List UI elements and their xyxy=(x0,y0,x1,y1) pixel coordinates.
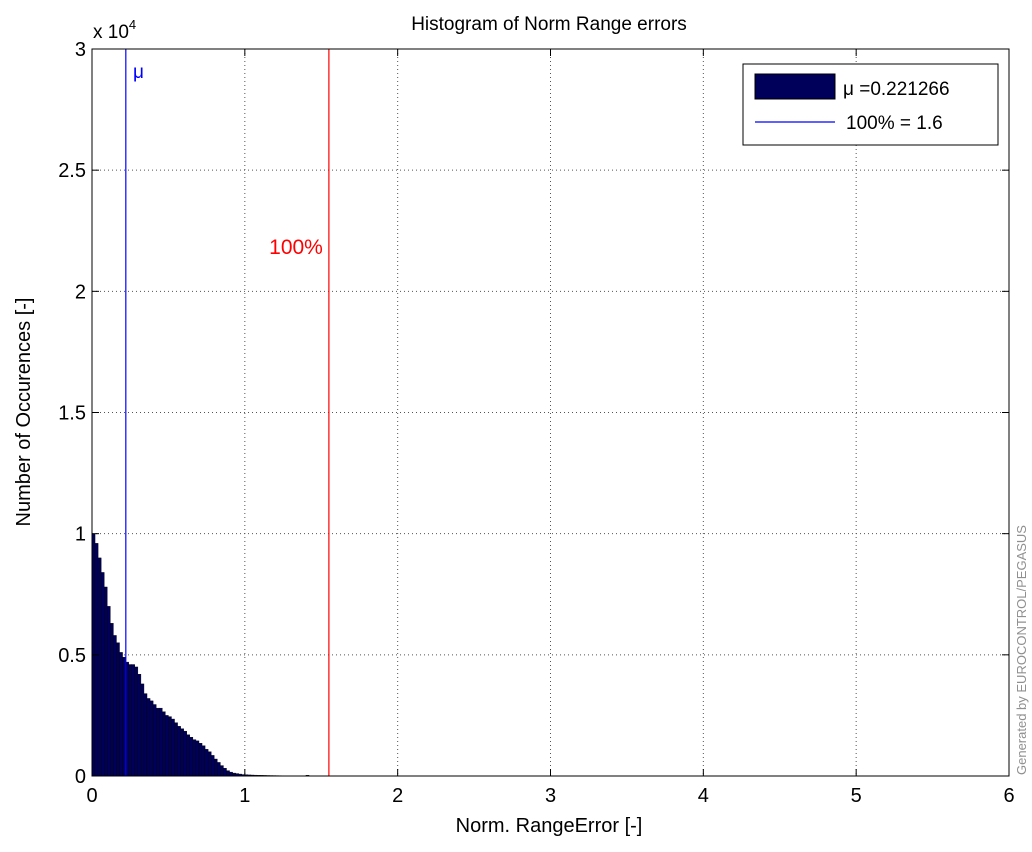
reference-lines xyxy=(125,49,330,776)
y-tick-label: 2 xyxy=(75,281,86,303)
histogram-bar xyxy=(107,606,111,777)
threshold-line-label: 100% xyxy=(269,236,323,259)
histogram-bar xyxy=(201,745,206,777)
histogram-bar xyxy=(131,664,135,777)
histogram-bar xyxy=(122,657,126,777)
histogram-bar xyxy=(174,722,178,777)
histogram-bar xyxy=(198,743,203,777)
histogram-bar xyxy=(177,726,181,777)
histogram-bar xyxy=(162,711,166,777)
plot-area xyxy=(92,49,1009,776)
y-tick-label: 1.5 xyxy=(58,403,86,425)
histogram-bar xyxy=(119,652,123,777)
x-tick-label: 4 xyxy=(698,785,709,807)
grid-lines xyxy=(92,49,1009,776)
histogram-bar xyxy=(140,683,145,777)
histogram-bar xyxy=(100,572,105,777)
histogram-bar xyxy=(220,765,224,777)
y-exponent-base: x 10 xyxy=(93,22,129,43)
histogram-bar xyxy=(113,635,117,777)
x-tick-label: 6 xyxy=(1003,785,1014,807)
histogram-bar xyxy=(226,770,230,777)
histogram-bar xyxy=(165,715,169,777)
x-axis-label: Norm. RangeError [-] xyxy=(456,815,643,837)
x-tick-label: 0 xyxy=(86,785,97,807)
histogram-bar xyxy=(97,557,102,777)
x-tick-label: 1 xyxy=(239,785,250,807)
histogram-bar xyxy=(229,771,233,777)
y-tick-label: 2.5 xyxy=(58,160,86,182)
histogram-bar xyxy=(110,623,114,777)
legend: μ =0.221266 100% = 1.6 xyxy=(742,63,999,146)
histogram-bar xyxy=(146,698,151,777)
histogram-bar xyxy=(217,762,221,777)
y-exponent-power: 4 xyxy=(129,17,136,32)
y-tick-label: 0.5 xyxy=(58,645,86,667)
histogram-bar xyxy=(214,758,218,777)
legend-swatch-bar xyxy=(754,73,836,100)
watermark: Generated by EUROCONTROL/PEGASUS xyxy=(1014,525,1029,775)
histogram-bars xyxy=(91,533,319,777)
legend-entry-threshold: 100% = 1.6 xyxy=(846,113,943,134)
histogram-bar xyxy=(189,737,194,777)
histogram-bar xyxy=(192,739,197,777)
chart-title: Histogram of Norm Range errors xyxy=(411,14,687,35)
histogram-bar xyxy=(211,755,215,777)
histogram-bar xyxy=(207,751,212,777)
y-tick-label: 3 xyxy=(75,39,86,61)
histogram-bar xyxy=(104,586,108,777)
y-exponent-label: x 104 xyxy=(93,17,136,43)
histogram-bar xyxy=(128,664,132,777)
histogram-bar xyxy=(134,666,139,777)
histogram-bar xyxy=(143,693,148,777)
histogram-bar xyxy=(149,700,154,777)
histogram-bar xyxy=(116,642,120,777)
y-tick-label: 0 xyxy=(75,766,86,788)
mean-line-label: μ xyxy=(133,62,144,83)
histogram-bar xyxy=(204,749,209,777)
legend-entry-mean: μ =0.221266 xyxy=(843,79,950,100)
axis-ticks: 0 1 2 3 4 5 6 0 0.5 1 1.5 2 2.5 3 xyxy=(58,39,1014,807)
histogram-bar xyxy=(137,674,142,777)
histogram-bar xyxy=(171,718,175,777)
histogram-bar xyxy=(94,543,99,777)
y-tick-label: 1 xyxy=(75,524,86,546)
y-axis-label: Number of Occurences [-] xyxy=(13,298,35,527)
histogram-bar xyxy=(195,740,200,777)
histogram-bar xyxy=(152,704,157,777)
histogram-bar xyxy=(183,730,187,777)
histogram-bar xyxy=(168,716,172,777)
histogram-bar xyxy=(155,707,160,777)
x-tick-label: 2 xyxy=(392,785,403,807)
histogram-bar xyxy=(223,768,227,777)
histogram-bar xyxy=(180,728,184,777)
histogram-bar xyxy=(186,734,191,777)
x-tick-label: 3 xyxy=(545,785,556,807)
x-tick-label: 5 xyxy=(851,785,862,807)
histogram-bar xyxy=(159,707,163,777)
